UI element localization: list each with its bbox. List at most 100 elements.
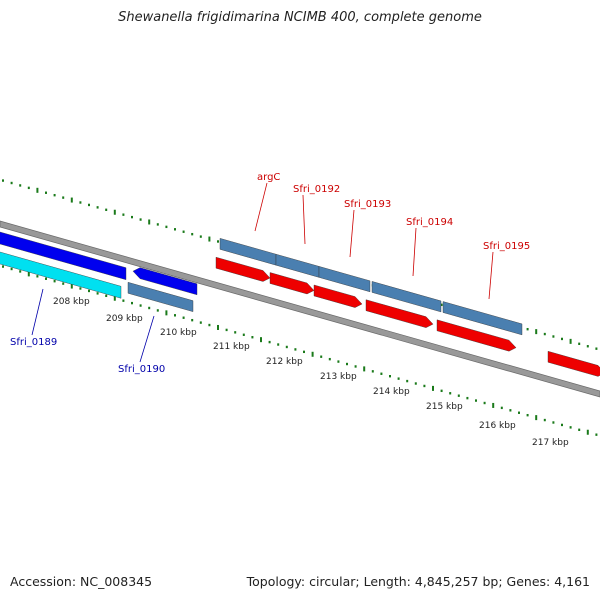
gc-mark-upper (88, 203, 90, 207)
forward-gene-block (275, 253, 320, 278)
gc-mark-upper (62, 196, 65, 199)
accession-text: Accession: NC_008345 (10, 574, 153, 589)
gc-mark-lower (36, 275, 39, 278)
gc-mark-lower (217, 324, 219, 330)
gc-mark-upper (19, 184, 22, 187)
gc-mark-lower (53, 279, 56, 283)
gc-mark-upper (182, 230, 185, 233)
gc-mark-lower (449, 392, 452, 395)
gc-mark-lower (208, 323, 211, 327)
gc-mark-upper (578, 342, 581, 346)
gc-mark-lower (122, 299, 125, 302)
tick-label: 214 kbp (373, 387, 410, 397)
gene-label: Sfri_0189 (10, 337, 57, 348)
gc-mark-lower (242, 333, 245, 336)
gc-mark-lower (380, 372, 383, 375)
gc-mark-lower (285, 345, 288, 349)
gc-mark-lower (131, 301, 133, 305)
gc-mark-upper (199, 235, 202, 238)
gc-mark-upper (535, 329, 538, 335)
gc-mark-lower (311, 351, 314, 357)
forward-cds-arrow (365, 299, 434, 328)
gc-mark-lower (346, 362, 348, 366)
gc-mark-lower (156, 309, 159, 312)
gc-mark-upper (36, 187, 39, 193)
gc-mark-upper (440, 303, 443, 307)
tick-label: 212 kbp (266, 357, 303, 367)
gc-mark-lower (105, 294, 108, 298)
gc-mark-lower (543, 418, 546, 422)
tick-label: 216 kbp (479, 421, 516, 431)
gc-mark-lower (397, 377, 400, 380)
gc-mark-upper (139, 218, 142, 221)
gc-mark-lower (174, 314, 176, 317)
gc-mark-lower (569, 426, 572, 429)
gc-mark-lower (371, 370, 374, 373)
gc-mark-upper (595, 347, 598, 350)
gc-mark-lower (191, 318, 194, 322)
label-leader-line (349, 209, 355, 258)
gene-label: Sfri_0195 (483, 241, 530, 252)
gc-mark-lower (260, 337, 262, 343)
gc-mark-lower (303, 350, 305, 354)
tick-label: 217 kbp (532, 438, 569, 448)
gc-mark-lower (492, 402, 495, 408)
forward-cds-arrow (313, 284, 363, 308)
gc-mark-lower (483, 401, 486, 405)
gc-mark-upper (561, 337, 563, 341)
gc-mark-upper (543, 332, 546, 336)
forward-gene-block (318, 266, 371, 293)
gc-mark-upper (526, 327, 529, 331)
gene-label: Sfri_0194 (406, 217, 453, 228)
tick-label: 210 kbp (160, 328, 197, 338)
gc-mark-lower (414, 382, 417, 385)
gene-labels: argC Sfri_0192 Sfri_0193 Sfri_0194 Sfri_0195… (10, 172, 530, 375)
gc-mark-lower (500, 406, 503, 410)
gc-mark-lower (113, 295, 116, 301)
gc-mark-lower (277, 343, 280, 346)
gc-mark-upper (586, 345, 589, 348)
gc-mark-upper (79, 201, 82, 204)
gene-label: Sfri_0193 (344, 199, 391, 210)
gc-mark-lower (96, 292, 99, 295)
gc-mark-lower (363, 366, 366, 372)
gc-mark-lower (70, 283, 73, 289)
reverse-cds-block-alt (0, 251, 122, 299)
gc-mark-upper (45, 191, 47, 194)
gc-mark-upper (53, 193, 56, 197)
gc-mark-lower (10, 267, 13, 271)
gc-mark-lower (139, 304, 142, 307)
gc-mark-upper (113, 209, 116, 215)
gc-mark-lower (389, 375, 391, 378)
backbone (0, 220, 600, 398)
reverse-cds-arrow (132, 267, 198, 296)
backbone-track (0, 220, 600, 398)
gc-mark-upper (191, 232, 194, 236)
gc-mark-upper (70, 197, 73, 203)
label-leader-line (254, 182, 268, 232)
gc-mark-lower (475, 399, 477, 402)
forward-cds-arrow (547, 350, 600, 377)
tick-label: 208 kbp (53, 297, 90, 307)
gc-mark-upper (208, 236, 211, 242)
gc-mark-lower (561, 423, 563, 427)
gene-features (0, 231, 600, 377)
label-leader-line (488, 251, 494, 300)
gc-mark-lower (268, 340, 271, 344)
gc-mark-lower (62, 282, 65, 285)
gc-mark-lower (79, 287, 82, 290)
gene-label: Sfri_0192 (293, 184, 340, 195)
gc-mark-lower (199, 321, 202, 324)
gc-mark-lower (535, 415, 538, 421)
gc-mark-lower (45, 277, 47, 280)
gc-mark-lower (294, 348, 297, 351)
gc-mark-lower (518, 411, 520, 414)
reverse-cds-block (0, 231, 127, 280)
gc-mark-lower (354, 365, 357, 368)
gc-mark-lower (19, 270, 22, 273)
gc-mark-lower (328, 357, 331, 361)
gc-mark-upper (165, 225, 168, 229)
gc-mark-lower (320, 355, 323, 358)
gc-mark-lower (526, 413, 529, 417)
gc-mark-lower (552, 421, 555, 424)
